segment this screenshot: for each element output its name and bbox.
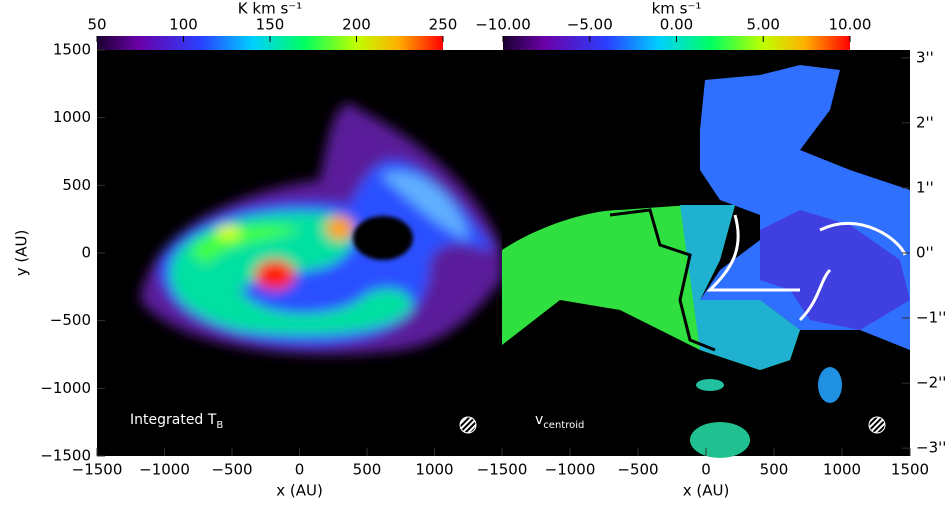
x-tick-label: 0 bbox=[701, 461, 711, 479]
x-tick-label: −500 bbox=[617, 461, 658, 479]
colorbar-tick-label: 5.00 bbox=[747, 16, 780, 34]
annotation-subscript: B bbox=[216, 420, 223, 431]
intensity-map bbox=[97, 50, 502, 456]
x-tick-label: 500 bbox=[760, 461, 789, 479]
y-tick-label: 0 bbox=[81, 244, 91, 262]
x-tick-label: 500 bbox=[353, 461, 382, 479]
x-tick-label: −1000 bbox=[139, 461, 190, 479]
colorbar-tick-label: 10.00 bbox=[829, 16, 872, 34]
x-axis-label: x (AU) bbox=[276, 482, 323, 500]
y-axis-label: y (AU) bbox=[13, 230, 31, 277]
colorbar-label: K km s⁻¹ bbox=[238, 0, 302, 18]
y2-tick-label: 2'' bbox=[916, 113, 934, 131]
y-tick-label: 500 bbox=[62, 176, 91, 194]
colorbar-tick-label: −5.00 bbox=[567, 16, 613, 34]
y2-tick-label: −3'' bbox=[916, 439, 946, 457]
x-tick-label: 1000 bbox=[415, 461, 453, 479]
annotation: Integrated TB bbox=[130, 412, 223, 431]
y-tick-label: −1500 bbox=[40, 447, 91, 465]
x-tick-label: 1000 bbox=[823, 461, 861, 479]
colorbar-tick-label: 100 bbox=[169, 16, 198, 34]
colorbar-label: km s⁻¹ bbox=[652, 0, 702, 18]
annotation: vcentroid bbox=[535, 412, 584, 431]
y2-tick-label: 0'' bbox=[916, 244, 934, 262]
y-tick-label: −1000 bbox=[40, 379, 91, 397]
x-tick-label: 1500 bbox=[891, 461, 929, 479]
colorbar-tick-label: 150 bbox=[256, 16, 285, 34]
annotation-text: Integrated T bbox=[130, 412, 217, 428]
y-tick-label: 1500 bbox=[53, 41, 91, 59]
x-tick-label: −1500 bbox=[72, 461, 123, 479]
colorbar-tick-label: −10.00 bbox=[475, 16, 531, 34]
colorbar-tick-label: 200 bbox=[342, 16, 371, 34]
colorbar-tick-label: 50 bbox=[87, 16, 106, 34]
x-tick-label: −1500 bbox=[477, 461, 528, 479]
y2-tick-label: 1'' bbox=[916, 178, 934, 196]
annotation-subscript: centroid bbox=[543, 420, 584, 431]
y2-tick-label: −2'' bbox=[916, 374, 946, 392]
x-tick-label: −1000 bbox=[545, 461, 596, 479]
annotation-text: v bbox=[535, 412, 543, 428]
y-tick-label: 1000 bbox=[53, 108, 91, 126]
y2-tick-label: 3'' bbox=[916, 48, 934, 66]
x-tick-label: 0 bbox=[295, 461, 305, 479]
y2-tick-label: −1'' bbox=[916, 309, 946, 327]
velocity-map bbox=[502, 50, 910, 458]
y-tick-label: −500 bbox=[50, 311, 91, 329]
x-axis-label: x (AU) bbox=[683, 482, 730, 500]
colorbar-tick-label: 0.00 bbox=[660, 16, 693, 34]
colorbar-tick-label: 250 bbox=[429, 16, 458, 34]
x-tick-label: −500 bbox=[211, 461, 252, 479]
